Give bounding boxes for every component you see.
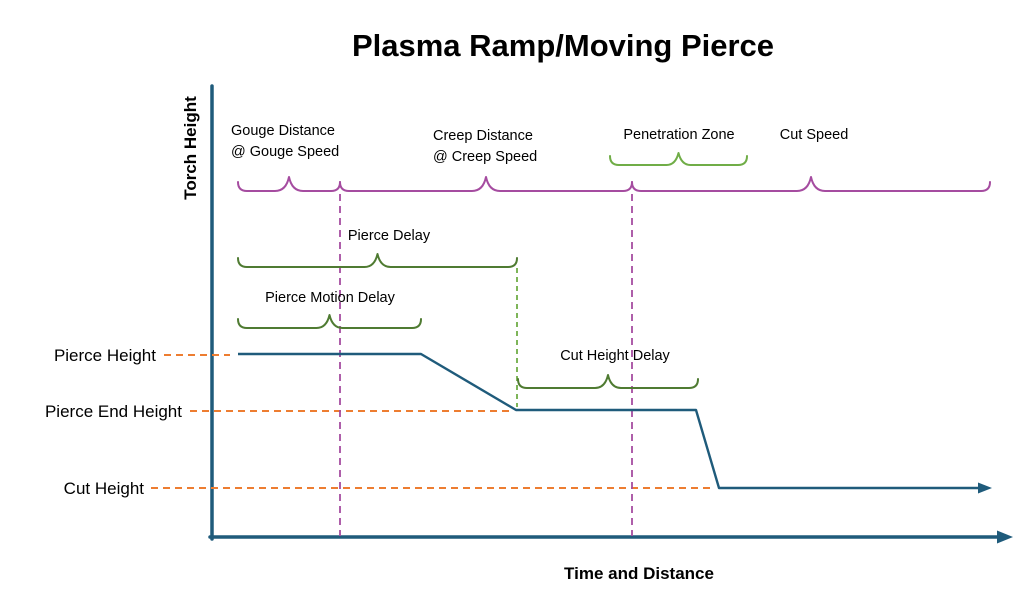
penetration-zone-bracket xyxy=(609,152,748,166)
gouge-distance-label-line2: @ Gouge Speed xyxy=(231,144,339,160)
penetration-zone-label: Penetration Zone xyxy=(623,127,734,143)
gouge-distance-label-line1: Gouge Distance xyxy=(231,123,335,139)
pierce-height-label: Pierce Height xyxy=(54,346,156,365)
x-axis-arrow-icon xyxy=(997,530,1013,544)
creep-distance-label-line2: @ Creep Speed xyxy=(433,149,537,165)
creep-distance-label-line1: Creep Distance xyxy=(433,128,533,144)
y-axis-label: Torch Height xyxy=(181,96,200,200)
cut-speed-bracket xyxy=(631,176,991,192)
pierce-end-height-label: Pierce End Height xyxy=(45,402,182,421)
cut-height-label: Cut Height xyxy=(64,479,145,498)
cut-height-delay-bracket xyxy=(517,374,699,389)
pierce-motion-delay-bracket xyxy=(237,314,422,329)
cut-speed-label: Cut Speed xyxy=(780,127,849,143)
creep-distance-bracket xyxy=(339,176,633,192)
curve-arrow-icon xyxy=(978,482,992,494)
pierce-delay-label: Pierce Delay xyxy=(348,228,431,244)
pierce-motion-delay-label: Pierce Motion Delay xyxy=(265,290,395,306)
x-axis-label: Time and Distance xyxy=(564,564,714,583)
page-title: Plasma Ramp/Moving Pierce xyxy=(352,28,774,63)
gouge-distance-bracket xyxy=(237,176,341,192)
torch-height-curve xyxy=(238,352,980,490)
cut-height-delay-label: Cut Height Delay xyxy=(560,348,670,364)
pierce-delay-bracket xyxy=(237,253,518,268)
